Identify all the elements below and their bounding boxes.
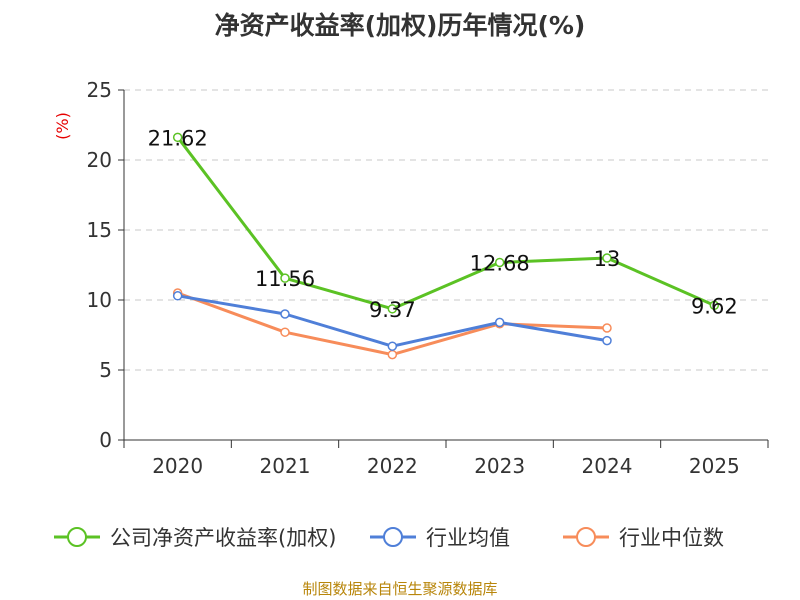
data-point: [602, 253, 612, 263]
data-point: [280, 273, 290, 283]
data-point: [709, 300, 720, 311]
data-point: [280, 327, 290, 337]
data-point: [172, 132, 183, 143]
x-tick-label: 2025: [689, 454, 740, 478]
data-label: 21.62: [148, 126, 208, 150]
y-tick-label: 10: [87, 288, 112, 312]
data-label: 13: [594, 247, 621, 271]
chart-title: 净资产收益率(加权)历年情况(%): [214, 11, 586, 40]
source-note: 制图数据来自恒生聚源数据库: [302, 580, 498, 598]
data-point: [172, 291, 183, 301]
data-point: [602, 335, 612, 346]
y-tick-label: 0: [99, 428, 112, 452]
data-label: 11.56: [255, 267, 315, 291]
data-point: [387, 341, 398, 351]
data-point: [387, 304, 398, 314]
legend-label: 行业中位数: [619, 526, 724, 550]
x-tick-label: 2021: [260, 454, 311, 478]
data-point: [602, 323, 612, 333]
y-tick-label: 15: [87, 218, 112, 242]
data-point: [494, 257, 505, 268]
series-line: [176, 136, 715, 311]
data-point: [387, 349, 398, 360]
legend-swatch-marker[interactable]: [383, 527, 403, 547]
data-label: 12.68: [470, 251, 530, 275]
data-label: 9.37: [369, 298, 416, 322]
y-tick-label: 5: [99, 358, 112, 382]
legend-swatch-marker[interactable]: [67, 527, 87, 547]
data-point: [280, 309, 290, 319]
y-tick-label: 25: [87, 78, 112, 102]
x-tick-label: 2022: [367, 454, 418, 478]
x-tick-label: 2024: [582, 454, 633, 478]
legend-label: 行业均值: [426, 526, 510, 550]
y-tick-label: 20: [87, 148, 112, 172]
data-label: 9.62: [691, 294, 738, 318]
legend-label: 公司净资产收益率(加权): [110, 526, 336, 550]
y-axis-label: (%): [53, 112, 72, 140]
x-tick-label: 2020: [152, 454, 203, 478]
legend-swatch-marker[interactable]: [576, 527, 596, 547]
x-tick-label: 2023: [474, 454, 525, 478]
data-point: [494, 317, 505, 328]
